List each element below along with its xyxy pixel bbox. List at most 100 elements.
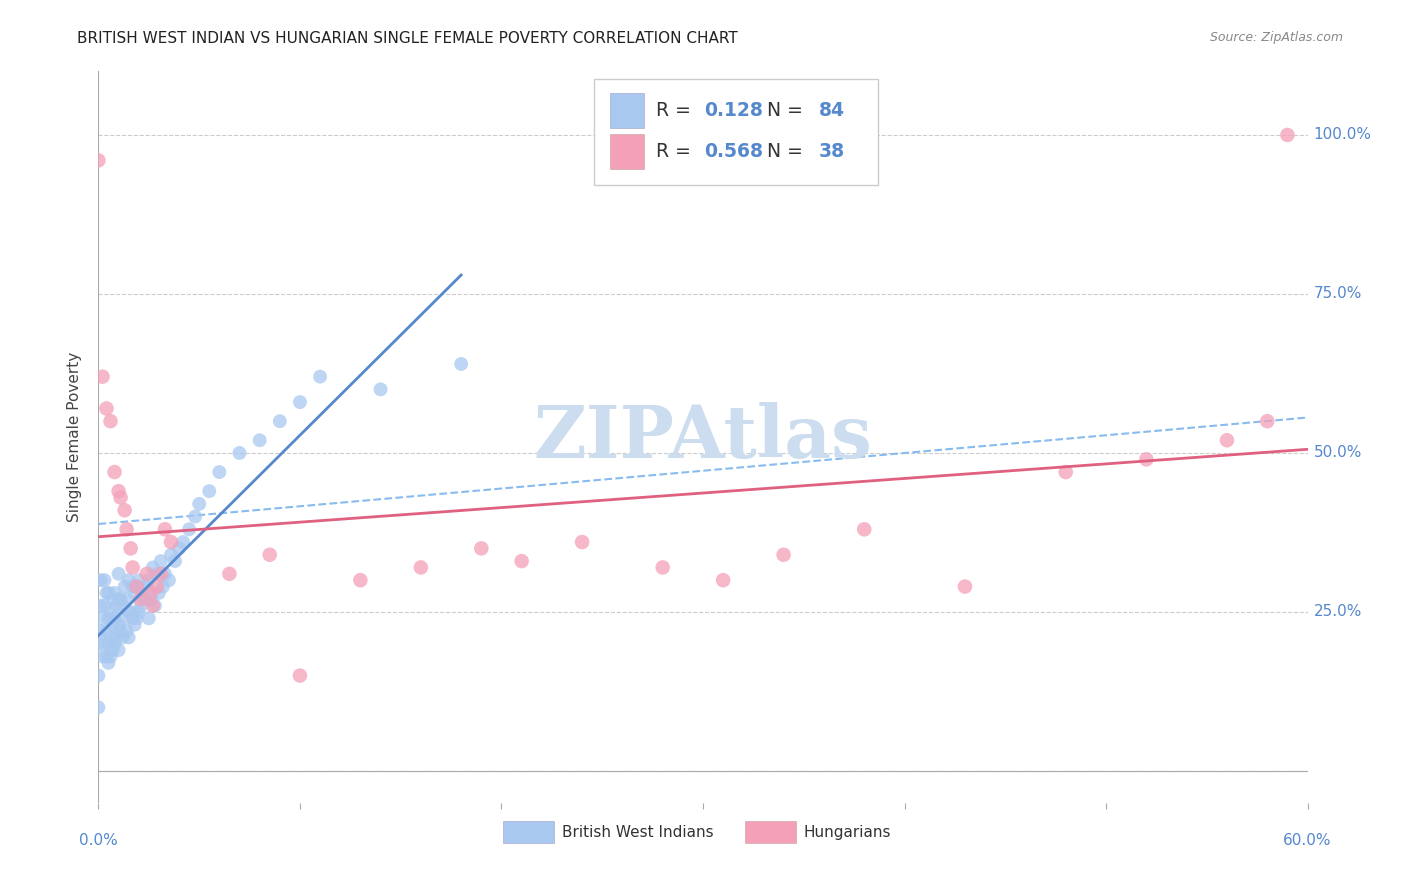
Point	[111, 599, 134, 613]
Point	[1277, 128, 1299, 142]
Point	[157, 573, 180, 587]
Text: BRITISH WEST INDIAN VS HUNGARIAN SINGLE FEMALE POVERTY CORRELATION CHART: BRITISH WEST INDIAN VS HUNGARIAN SINGLE …	[77, 31, 738, 46]
Point	[153, 566, 176, 581]
Point	[470, 541, 492, 556]
Point	[179, 522, 201, 536]
Point	[148, 586, 170, 600]
Point	[135, 580, 157, 594]
Point	[93, 599, 115, 613]
Point	[124, 586, 146, 600]
Point	[953, 580, 976, 594]
Point	[121, 580, 143, 594]
Point	[115, 592, 138, 607]
Point	[107, 484, 129, 499]
Text: N =: N =	[755, 143, 808, 161]
Text: Hungarians: Hungarians	[803, 824, 891, 839]
Point	[91, 649, 114, 664]
Point	[91, 611, 114, 625]
Point	[160, 535, 183, 549]
Point	[259, 548, 281, 562]
Point	[129, 592, 152, 607]
Point	[146, 566, 169, 581]
Point	[118, 573, 141, 587]
Point	[107, 566, 129, 581]
Text: 38: 38	[820, 143, 845, 161]
Text: 100.0%: 100.0%	[1313, 128, 1372, 143]
Point	[138, 573, 160, 587]
Point	[114, 580, 136, 594]
Point	[93, 573, 115, 587]
Point	[853, 522, 876, 536]
Point	[138, 611, 160, 625]
Point	[1135, 452, 1157, 467]
Point	[160, 548, 183, 562]
Point	[103, 611, 125, 625]
Point	[349, 573, 371, 587]
Point	[111, 631, 134, 645]
FancyBboxPatch shape	[595, 78, 879, 185]
Point	[153, 522, 176, 536]
Point	[120, 605, 142, 619]
Point	[107, 617, 129, 632]
Point	[120, 541, 142, 556]
Text: 0.568: 0.568	[704, 143, 763, 161]
Point	[97, 586, 120, 600]
Point	[172, 535, 194, 549]
Point	[128, 605, 150, 619]
Point	[711, 573, 734, 587]
Point	[89, 599, 111, 613]
Point	[100, 414, 122, 428]
Point	[103, 586, 125, 600]
Point	[105, 599, 128, 613]
Text: 84: 84	[820, 101, 845, 120]
Point	[110, 592, 132, 607]
Point	[1054, 465, 1077, 479]
Text: ZIPAtlas: ZIPAtlas	[533, 401, 873, 473]
Point	[772, 548, 794, 562]
Point	[651, 560, 673, 574]
Point	[184, 509, 207, 524]
FancyBboxPatch shape	[503, 821, 554, 843]
Point	[134, 592, 156, 607]
Point	[110, 624, 132, 638]
Point	[114, 503, 136, 517]
FancyBboxPatch shape	[745, 821, 796, 843]
Point	[208, 465, 231, 479]
Text: 75.0%: 75.0%	[1313, 286, 1362, 301]
Point	[107, 643, 129, 657]
Point	[269, 414, 291, 428]
Point	[89, 624, 111, 638]
Point	[139, 592, 162, 607]
Point	[107, 592, 129, 607]
Point	[89, 573, 111, 587]
Point	[288, 395, 311, 409]
Point	[121, 611, 143, 625]
FancyBboxPatch shape	[610, 93, 644, 128]
Point	[125, 611, 148, 625]
Point	[125, 580, 148, 594]
Point	[103, 465, 125, 479]
Point	[146, 580, 169, 594]
Text: 0.128: 0.128	[704, 101, 763, 120]
Point	[129, 599, 152, 613]
Point	[115, 624, 138, 638]
Point	[100, 631, 122, 645]
Point	[1256, 414, 1278, 428]
Y-axis label: Single Female Poverty: Single Female Poverty	[67, 352, 83, 522]
Point	[152, 580, 174, 594]
Point	[450, 357, 472, 371]
Point	[100, 649, 122, 664]
Point	[114, 611, 136, 625]
Point	[87, 700, 110, 714]
Point	[91, 369, 114, 384]
Point	[87, 153, 110, 168]
Point	[198, 484, 221, 499]
Text: R =: R =	[655, 143, 697, 161]
Point	[149, 566, 172, 581]
Point	[370, 383, 392, 397]
Point	[1216, 434, 1239, 448]
Point	[143, 599, 166, 613]
Point	[93, 637, 115, 651]
Point	[121, 560, 143, 574]
Point	[139, 586, 162, 600]
